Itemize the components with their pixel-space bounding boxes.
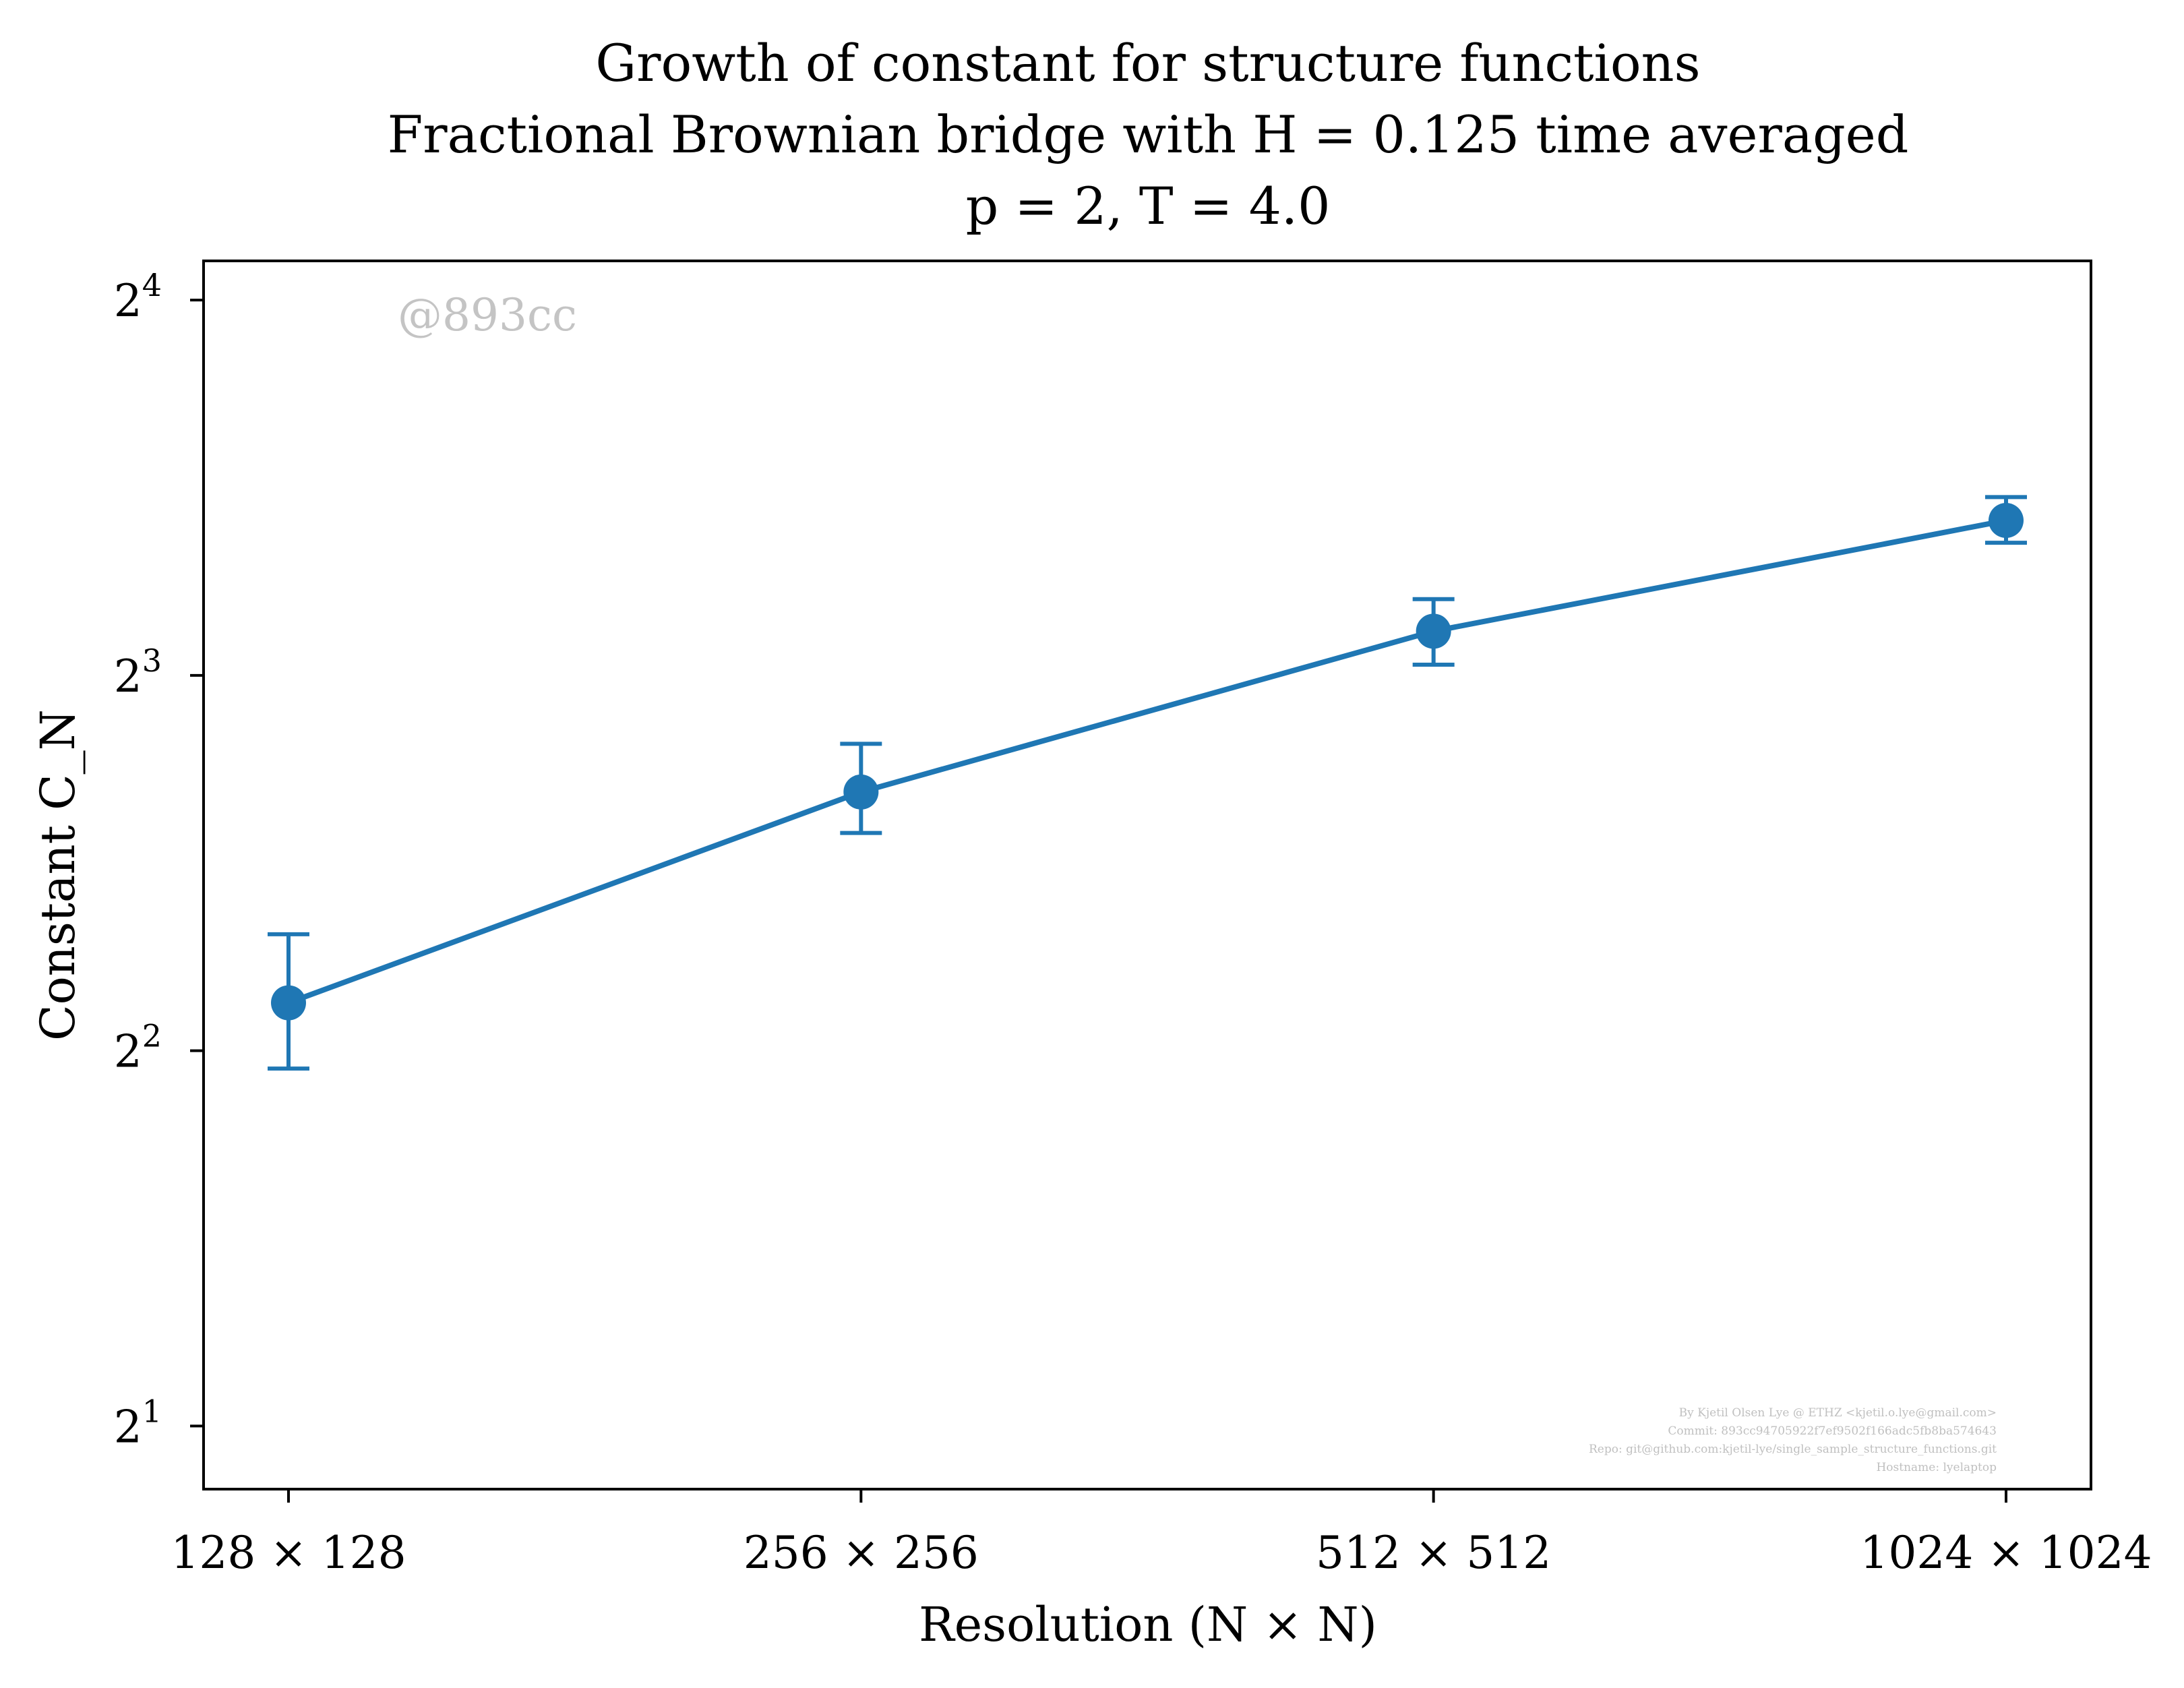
x-tick-label: 1024 × 1024 bbox=[1860, 1527, 2152, 1579]
x-tick-label: 256 × 256 bbox=[744, 1527, 979, 1579]
data-series bbox=[268, 495, 2027, 1071]
y-tick-base: 2 bbox=[114, 1026, 142, 1078]
data-point bbox=[271, 985, 306, 1021]
x-axis-ticks: 128 × 128 256 × 256 512 × 512 1024 × 1024 bbox=[171, 1489, 2152, 1579]
y-tick-exponent: 1 bbox=[142, 1393, 162, 1429]
credit-line-1: By Kjetil Olsen Lye @ ETHZ <kjetil.o.lye… bbox=[1679, 1406, 1997, 1420]
data-point bbox=[1989, 503, 2024, 539]
credits-block: By Kjetil Olsen Lye @ ETHZ <kjetil.o.lye… bbox=[1589, 1406, 1997, 1474]
title-line-2: Fractional Brownian bridge with H = 0.12… bbox=[388, 104, 1909, 164]
y-tick-label: 21 bbox=[114, 1393, 162, 1453]
y-tick-exponent: 2 bbox=[142, 1018, 162, 1054]
credit-line-2: Commit: 893cc94705922f7ef9502f166adc5fb8… bbox=[1668, 1424, 1997, 1438]
y-tick-exponent: 4 bbox=[142, 267, 162, 303]
y-tick-label: 22 bbox=[114, 1018, 162, 1078]
title-line-1: Growth of constant for structure functio… bbox=[595, 33, 1700, 93]
y-tick-label: 24 bbox=[114, 267, 162, 327]
y-tick-exponent: 3 bbox=[142, 642, 162, 679]
x-tick-label: 128 × 128 bbox=[171, 1527, 406, 1579]
x-axis-label: Resolution (N × N) bbox=[919, 1597, 1377, 1652]
credit-line-4: Hostname: lyelaptop bbox=[1876, 1461, 1997, 1474]
y-tick-label: 23 bbox=[114, 642, 162, 702]
x-tick-label: 512 × 512 bbox=[1316, 1527, 1551, 1579]
y-axis-label: Constant C_N bbox=[30, 709, 86, 1041]
y-tick-base: 2 bbox=[114, 651, 142, 702]
chart-title: Growth of constant for structure functio… bbox=[388, 33, 1909, 236]
series-line bbox=[287, 518, 2007, 1006]
credit-line-3: Repo: git@github.com:kjetil-lye/single_s… bbox=[1589, 1443, 1997, 1456]
data-point bbox=[1416, 613, 1451, 649]
plot-area-frame bbox=[202, 260, 2092, 1490]
y-tick-base: 2 bbox=[114, 275, 142, 327]
watermark: @893cc bbox=[398, 289, 577, 341]
y-tick-base: 2 bbox=[114, 1401, 142, 1453]
data-point bbox=[843, 774, 879, 810]
title-line-3: p = 2, T = 4.0 bbox=[966, 176, 1331, 236]
